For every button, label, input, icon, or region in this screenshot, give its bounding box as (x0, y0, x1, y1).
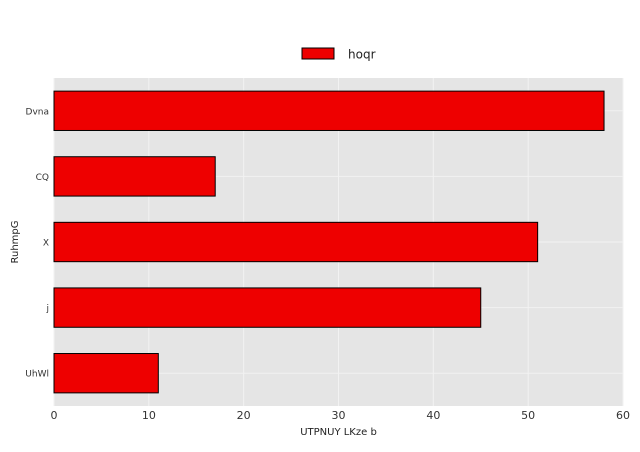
x-tick-label: 10 (142, 409, 156, 422)
legend: hoqr (301, 47, 376, 62)
x-tick-label: 40 (426, 409, 440, 422)
x-axis-ticks: 0 10 20 30 40 50 60 (51, 409, 631, 422)
y-tick-label: UhWl (25, 370, 49, 380)
bar-j (53, 287, 482, 328)
bar-UhWl (53, 353, 159, 394)
x-tick-label: 20 (237, 409, 251, 422)
x-tick-label: 60 (616, 409, 630, 422)
bar-CQ (53, 156, 216, 197)
x-axis-label: UTPNUY LKze b (300, 427, 377, 438)
x-tick-label: 30 (332, 409, 346, 422)
x-tick-label: 50 (521, 409, 535, 422)
legend-swatch (301, 47, 335, 60)
legend-label: hoqr (348, 48, 376, 62)
x-tick-label: 0 (51, 409, 58, 422)
y-tick-label: X (43, 239, 49, 249)
bars (53, 90, 605, 394)
y-tick-label: j (45, 304, 49, 314)
y-tick-label: Dvna (26, 107, 49, 117)
bar-Dvna (53, 90, 605, 131)
y-tick-label: CQ (36, 173, 49, 183)
bar-X (53, 221, 539, 263)
y-axis-label: RuhmpG (10, 220, 21, 263)
y-axis-ticks: Dvna CQ Xj UhWl (25, 107, 49, 379)
